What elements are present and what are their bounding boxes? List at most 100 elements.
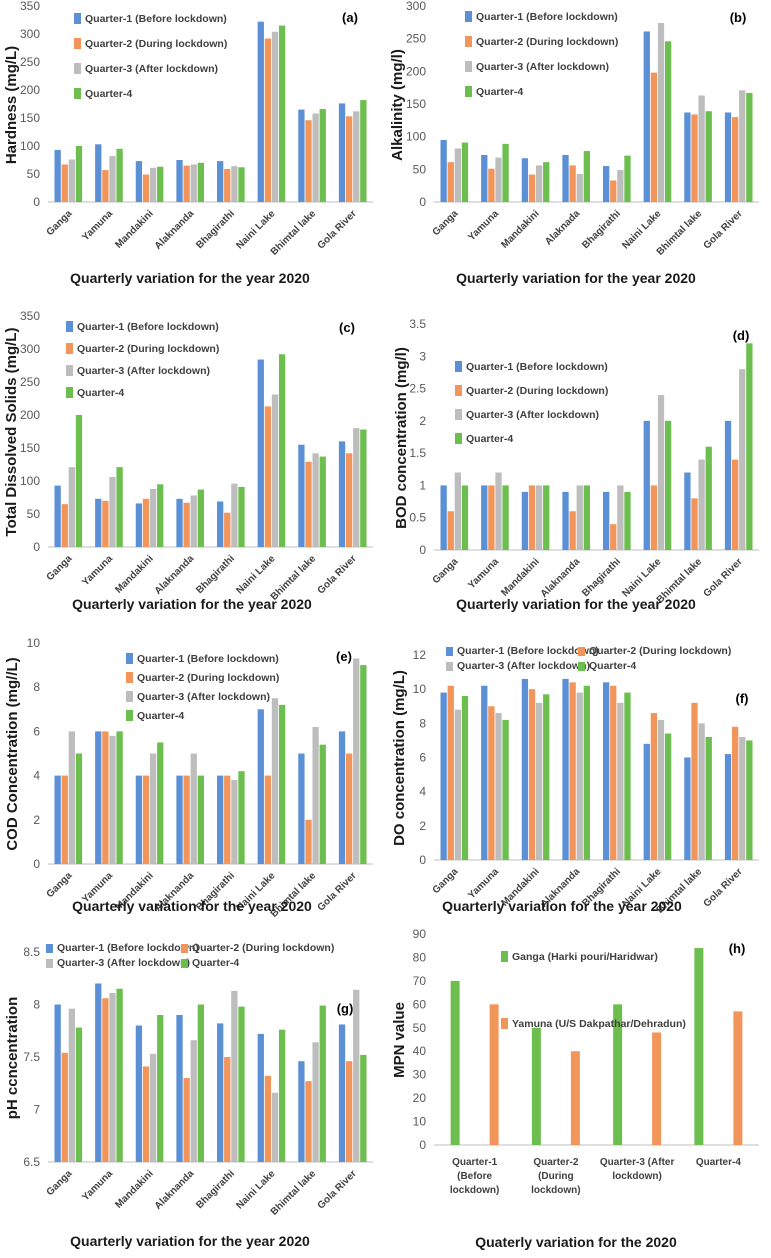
chart7-bar-yamuna-quarter-1-be — [95, 983, 102, 1162]
chart2-y-tick-label: 200 — [406, 64, 426, 78]
chart6-y-tick-label: 12 — [413, 648, 427, 662]
chart6-bar-bhimtal-lake-quarter-1-be — [684, 757, 691, 860]
chart4-y-tick-label: 3.5 — [409, 317, 426, 331]
chart3-x-tick-label: Ganga — [45, 553, 75, 583]
chart5-bar-bhagirathi-quarter-2-du — [224, 775, 231, 864]
chart6-bar-ganga-quarter-4 — [461, 696, 469, 860]
chart2-bar-bhagirathi-quarter-4 — [624, 155, 631, 202]
chart7-bar-mandakini-quarter-2-du — [142, 1066, 150, 1162]
chart1-x-tick-label: Mandakini — [113, 208, 156, 251]
chart2-bar-ganga-quarter-3-af — [454, 148, 462, 202]
chart1-y-tick-label: 100 — [20, 139, 40, 153]
chart6-legend-swatch — [578, 662, 585, 671]
chart7-x-tick-label: Naini Lake — [234, 1168, 277, 1211]
chart3-bar-alaknanda-quarter-3-af — [190, 495, 197, 547]
chart7-legend-swatch — [181, 959, 188, 968]
chart1-y-tick-label: 200 — [20, 83, 40, 97]
chart7-legend-swatch — [181, 944, 188, 953]
chart1-legend-swatch — [74, 63, 81, 74]
chart5-bar-mandakini-quarter-1-be — [135, 775, 143, 864]
chart5-bar-mandakini-quarter-3-af — [149, 753, 157, 864]
chart6-bar-mandakini-quarter-1-be — [521, 678, 529, 860]
chart3-legend-label: Quarter-1 (Before lockdown) — [77, 321, 219, 333]
chart4-bar-bhimtal-lake-quarter-2-du — [691, 498, 698, 550]
chart7-bar-bhimtal-lake-quarter-3-af — [312, 1042, 319, 1162]
chart4-bar-naini-lake-quarter-3-af — [657, 395, 665, 550]
chart7-bar-naini-lake-quarter-1-be — [257, 1033, 264, 1162]
chart7-x-tick-label: Alaknanda — [153, 1168, 197, 1212]
chart5-bar-bhimtal-lake-quarter-3-af — [312, 726, 319, 864]
chart2-bar-naini-lake-quarter-4 — [664, 41, 672, 202]
chart3-x-tick-label: Gola River — [316, 553, 359, 596]
chart7-bar-gola-river-quarter-4 — [360, 1054, 367, 1162]
chart1-y-tick-label: 350 — [20, 0, 40, 13]
chart1-bar-ganga-quarter-1-be — [54, 149, 61, 202]
chart4-panel-label: (d) — [733, 328, 750, 343]
chart7-x-tick-label: Yamuna — [80, 1168, 115, 1203]
chart6-bar-bhimtal-lake-quarter-3-af — [698, 723, 705, 860]
chart4-bar-bhagirathi-quarter-2-du — [610, 524, 617, 550]
chart1-bar-bhimtal-lake-quarter-3-af — [312, 113, 319, 202]
chart1-y-tick-label: 250 — [20, 55, 40, 69]
chart1-x-axis-title: Quarterly variation for the year 2020 — [70, 270, 310, 286]
chart3-bar-ganga-quarter-3-af — [68, 467, 76, 547]
chart2-bar-ganga-quarter-1-be — [440, 139, 447, 202]
chart1-bar-bhagirathi-quarter-2-du — [224, 168, 231, 202]
chart5-bar-gola-river-quarter-4 — [360, 665, 367, 864]
chart5-bar-naini-lake-quarter-2-du — [264, 775, 272, 864]
chart3-legend-label: Quarter-4 — [77, 387, 124, 399]
chart5-bar-bhimtal-lake-quarter-2-du — [305, 819, 312, 864]
chart6-bar-mandakini-quarter-3-af — [535, 702, 543, 860]
chart2-bar-alaknada-quarter-2-du — [569, 165, 576, 202]
chart7-bar-bhimtal-lake-quarter-1-be — [298, 1061, 305, 1162]
chart7-legend-label: Quarter-2 (During lockdown) — [192, 942, 334, 954]
chart1-bar-alaknanda-quarter-4 — [197, 162, 204, 202]
chart4-y-tick-label: 0 — [419, 543, 426, 557]
chart4-bar-yamuna-quarter-3-af — [495, 472, 502, 550]
chart4-legend-swatch — [455, 385, 462, 396]
chart1-bar-gola-river-quarter-3-af — [353, 111, 360, 202]
chart2-bar-naini-lake-quarter-1-be — [643, 31, 650, 203]
chart5-bar-ganga-quarter-3-af — [68, 731, 76, 864]
chart3-bar-bhimtal-lake-quarter-4 — [319, 456, 326, 547]
chart6-bar-bhagirathi-quarter-1-be — [603, 682, 610, 860]
chart2-bar-bhagirathi-quarter-2-du — [610, 180, 617, 202]
chart3-bar-bhagirathi-quarter-1-be — [217, 501, 224, 547]
chart8-y-tick-label: 30 — [413, 1068, 427, 1082]
chart6-y-tick-label: 4 — [419, 785, 426, 799]
chart1-bar-ganga-quarter-3-af — [68, 159, 76, 202]
chart2-x-tick-label: Mandakini — [499, 208, 542, 251]
chart6-bar-mandakini-quarter-2-du — [528, 689, 536, 860]
chart4-y-tick-label: 3 — [419, 349, 426, 363]
chart6-x-tick-label: Ganga — [431, 866, 461, 896]
chart3-x-tick-label: Mandakini — [113, 553, 156, 596]
chart1-x-tick-label: Yamuna — [80, 208, 115, 243]
chart1-bar-gola-river-quarter-2-du — [345, 116, 353, 202]
chart6-y-tick-label: 6 — [419, 751, 426, 765]
chart2-legend-label: Quarter-2 (During lockdown) — [476, 36, 618, 48]
chart4-bar-yamuna-quarter-1-be — [481, 485, 488, 550]
chart7-bar-gola-river-quarter-2-du — [345, 1061, 353, 1162]
chart4-bar-yamuna-quarter-4 — [502, 485, 509, 550]
chart3-bar-alaknanda-quarter-2-du — [183, 502, 190, 547]
chart4-bar-gola-river-quarter-4 — [746, 343, 753, 550]
chart1-bar-bhagirathi-quarter-4 — [238, 167, 245, 202]
chart5-legend-label: Quarter-4 — [137, 710, 184, 722]
chart6-y-axis-title: DO concentration (mg/L) — [391, 670, 408, 846]
chart5-bar-bhimtal-lake-quarter-1-be — [298, 753, 305, 864]
chart5-bar-gola-river-quarter-1-be — [338, 731, 346, 864]
chart4-y-tick-label: 1 — [419, 478, 426, 492]
chart1-legend-swatch — [74, 88, 81, 99]
chart7-y-tick-label: 7 — [33, 1103, 40, 1117]
chart1-legend-swatch — [74, 13, 81, 24]
chart2-bar-alaknada-quarter-1-be — [562, 154, 569, 202]
chart6-bar-naini-lake-quarter-2-du — [650, 713, 658, 860]
chart6-y-tick-label: 2 — [419, 819, 426, 833]
chart3-legend-swatch — [66, 343, 73, 354]
chart7-bar-mandakini-quarter-3-af — [149, 1053, 157, 1162]
chart4-legend-label: Quarter-2 (During lockdown) — [466, 385, 608, 397]
chart3-bar-yamuna-quarter-2-du — [102, 500, 109, 547]
chart2-y-tick-label: 250 — [406, 32, 426, 46]
chart2-x-tick-label: Yamuna — [466, 208, 501, 243]
chart2-bar-bhimtal-lake-quarter-4 — [705, 111, 712, 202]
